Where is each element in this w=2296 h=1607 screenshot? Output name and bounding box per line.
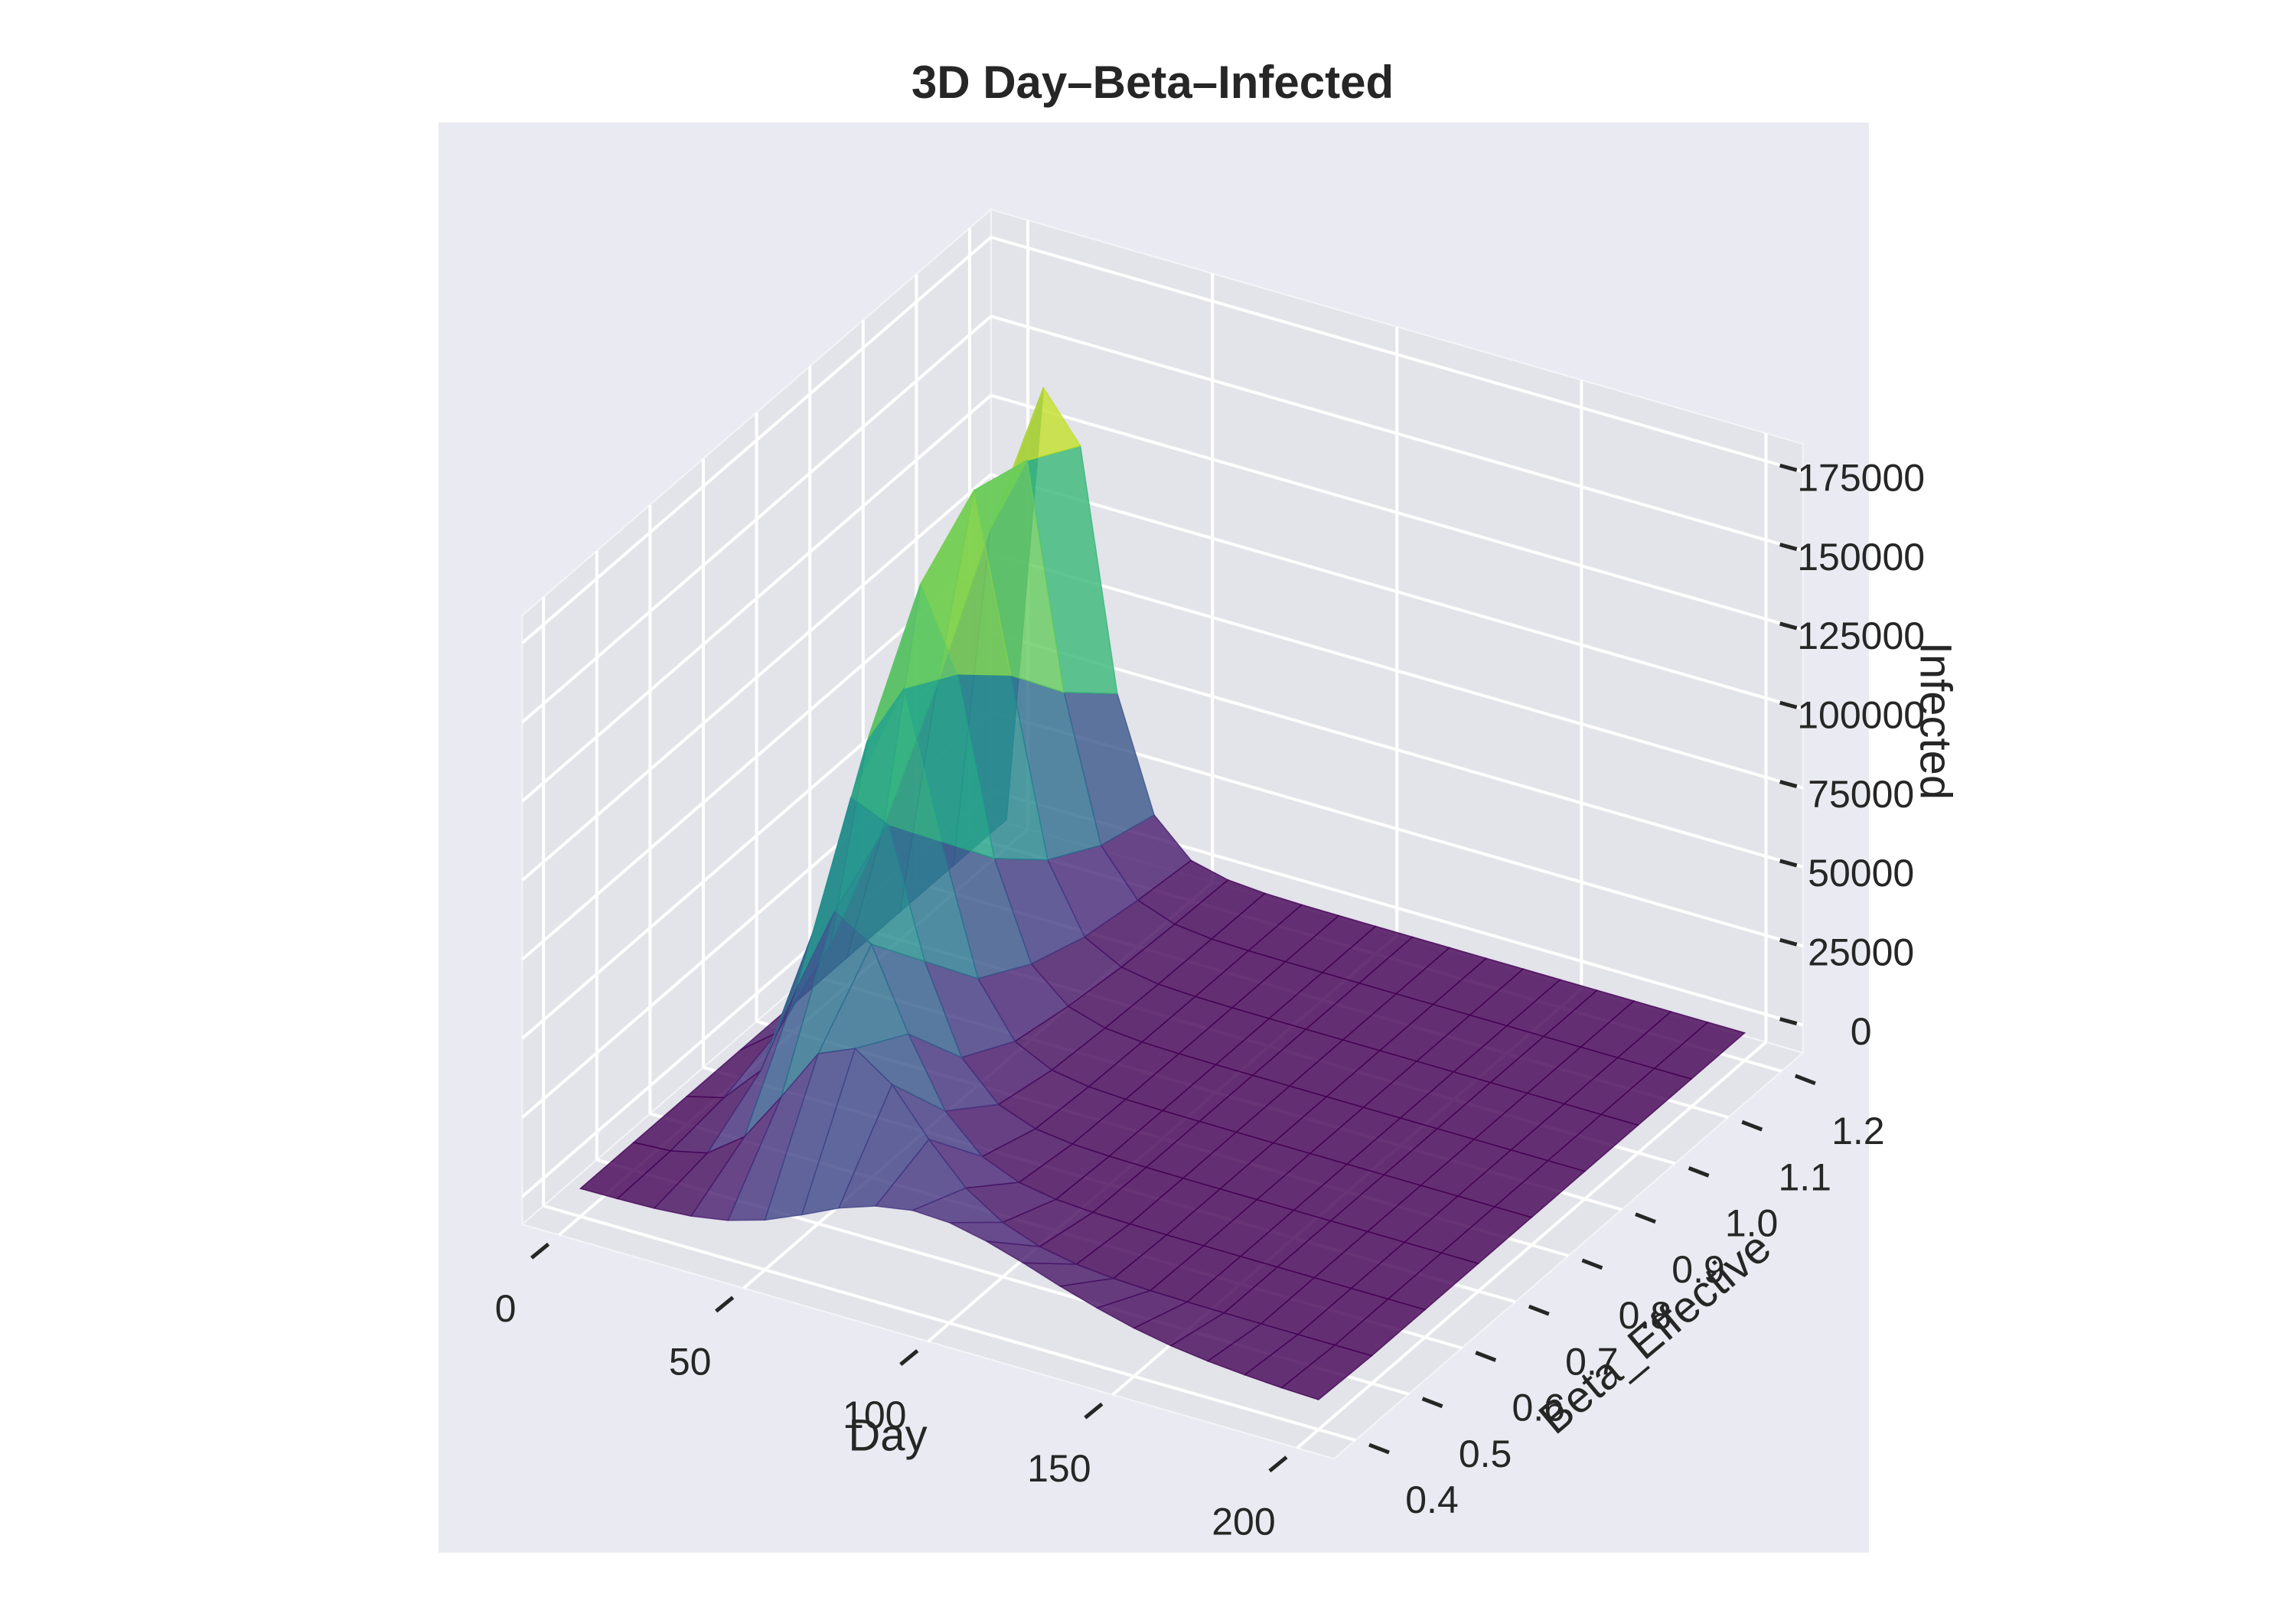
x-tick xyxy=(1268,1455,1288,1473)
z-tick-label: 100000 xyxy=(1797,693,1925,736)
y-tick-label: 0.7 xyxy=(1565,1340,1619,1383)
x-axis-label: Day xyxy=(848,1410,927,1460)
x-tick xyxy=(715,1296,735,1313)
y-tick xyxy=(1741,1120,1763,1132)
z-tick xyxy=(1779,463,1798,472)
z-tick-label: 150000 xyxy=(1797,536,1925,579)
surface-cell xyxy=(1280,1344,1373,1400)
x-tick-label: 200 xyxy=(1212,1500,1275,1543)
grid-line xyxy=(521,394,993,803)
z-tick xyxy=(1779,937,1798,947)
y-tick-label: 0.6 xyxy=(1512,1387,1565,1429)
x-tick-label: 50 xyxy=(669,1341,712,1384)
z-tick-label: 25000 xyxy=(1808,931,1914,973)
z-tick xyxy=(1779,780,1798,788)
y-tick xyxy=(1794,1074,1816,1086)
y-tick-label: 1.2 xyxy=(1831,1110,1885,1152)
x-tick xyxy=(1084,1402,1104,1420)
ticks: 0 50 100 150 200 0.40.50.60.70.80.91.01.11.2 0… xyxy=(495,456,1925,1543)
z-tick-label: 0 xyxy=(1851,1010,1872,1053)
y-tick xyxy=(1528,1304,1550,1316)
z-tick xyxy=(1779,621,1798,631)
y-tick-label: 0.9 xyxy=(1671,1248,1725,1291)
y-tick xyxy=(1475,1351,1497,1362)
y-tick xyxy=(1581,1258,1603,1270)
y-tick xyxy=(1368,1442,1390,1455)
y-tick xyxy=(1688,1166,1710,1178)
grid-line xyxy=(990,236,1804,474)
grid-line xyxy=(990,631,1804,869)
y-tick xyxy=(1635,1212,1656,1224)
x-tick-label: 0 xyxy=(495,1287,517,1330)
grid-line xyxy=(521,473,993,882)
z-tick-label: 125000 xyxy=(1797,614,1925,657)
surface xyxy=(579,386,1746,1400)
y-tick-label: 0.8 xyxy=(1619,1294,1672,1337)
y-tick-label: 1.0 xyxy=(1725,1202,1779,1245)
y-tick-label: 1.1 xyxy=(1778,1156,1831,1198)
y-tick-label: 0.4 xyxy=(1405,1478,1459,1521)
z-tick xyxy=(1779,543,1798,552)
z-tick-label: 175000 xyxy=(1797,456,1925,499)
z-tick-label: 75000 xyxy=(1808,773,1914,816)
grid-line xyxy=(990,473,1804,711)
grid-line xyxy=(990,315,1804,553)
grid-line xyxy=(990,552,1804,790)
y-tick-label: 0.5 xyxy=(1459,1433,1512,1475)
grid-line xyxy=(543,1204,1356,1442)
x-tick-label: 100 xyxy=(843,1393,906,1436)
grid-line xyxy=(521,315,993,724)
grid-line xyxy=(990,393,1804,631)
z-tick-label: 50000 xyxy=(1808,852,1914,895)
grid-line xyxy=(521,236,993,644)
z-tick xyxy=(1779,859,1798,868)
x-tick xyxy=(899,1349,919,1366)
z-axis-label: Infected xyxy=(1911,642,1961,800)
z-tick xyxy=(1779,1017,1798,1025)
z-tick xyxy=(1779,700,1798,709)
chart-title: 3D Day–Beta–Infected xyxy=(912,57,1394,108)
x-tick-label: 150 xyxy=(1027,1447,1091,1490)
x-tick xyxy=(530,1242,550,1260)
y-tick xyxy=(1421,1397,1443,1409)
